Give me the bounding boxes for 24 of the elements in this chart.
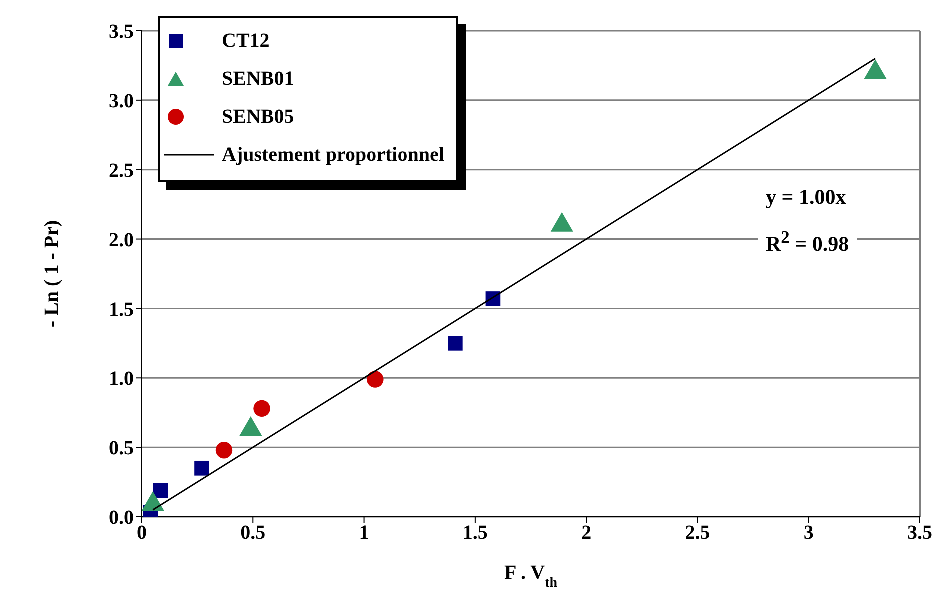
y-axis-title: - Ln ( 1 - Pr) [41,220,63,328]
annotation: R$^{2}$ = 0.98 [766,226,850,258]
annotation: y = 1.00x [766,184,848,211]
x-tick-label: 3 [804,522,814,544]
x-tick-label: 2 [582,522,592,544]
legend-label: Ajustement proportionnel [222,144,444,166]
y-tick-label: 2.0 [109,229,134,252]
y-tick-label: 3.0 [109,90,134,113]
y-tick-label: 2.5 [109,160,134,182]
x-tick-label: 1.5 [462,522,488,544]
x-tick-label: 0.5 [240,522,266,544]
x-tick-label: 3.5 [908,522,932,544]
legend-label: CT12 [222,30,270,52]
y-tick-label: 0.0 [109,507,134,530]
x-tick-label: 1 [359,522,370,544]
y-tick-label: 1.0 [109,368,134,390]
legend-label: SENB05 [222,106,294,128]
y-tick-label: 1.5 [109,298,134,321]
y-tick-label: 3.5 [109,21,134,44]
x-tick-label: 0 [137,522,147,544]
x-axis-title: F . V$_{th}$ [504,562,558,590]
legend-label: SENB01 [222,68,294,90]
y-tick-label: 0.5 [109,438,134,460]
x-tick-label: 2.5 [685,522,710,544]
